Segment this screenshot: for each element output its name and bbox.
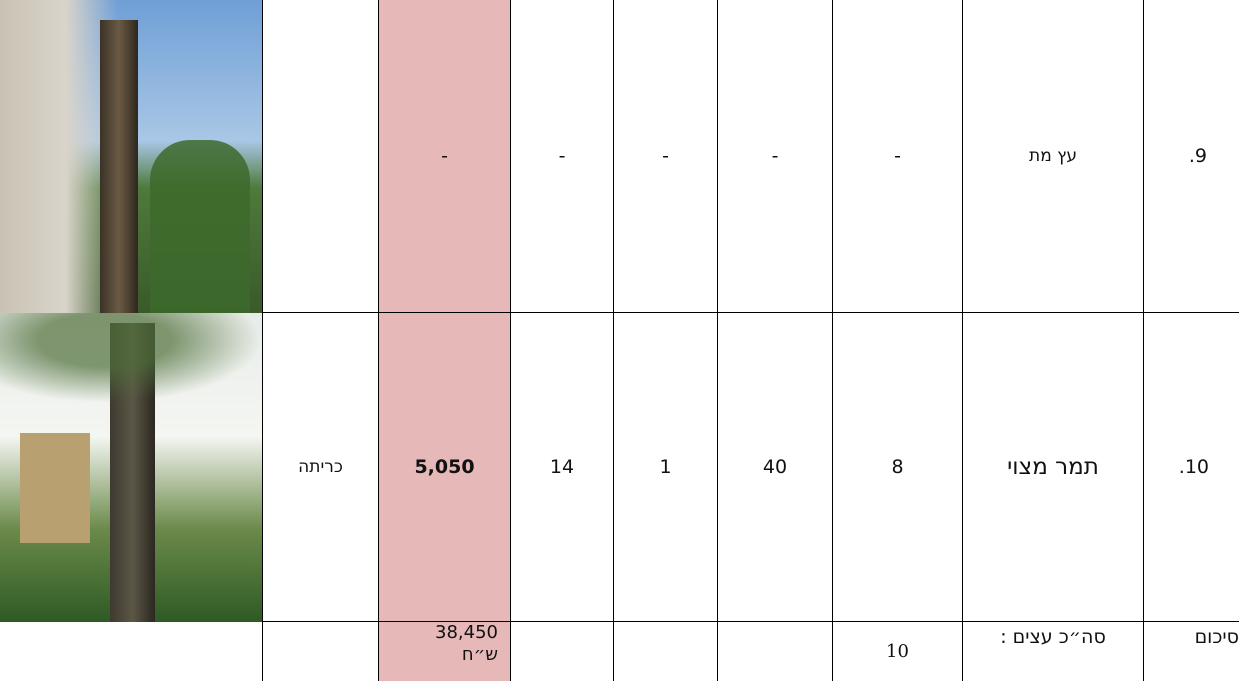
- cell: [613, 622, 717, 681]
- cell-text: סה״כ עצים :: [1000, 626, 1106, 648]
- cell-text: 40: [762, 456, 788, 478]
- cell: [510, 622, 613, 681]
- total-amount: 38,450: [435, 622, 498, 643]
- cell-text: 9.: [1188, 145, 1207, 167]
- cell: -: [613, 0, 717, 313]
- cell-text: -: [662, 145, 669, 167]
- cell: 40: [717, 313, 832, 622]
- cell-text: 5,050: [414, 456, 475, 478]
- cell-text: תמר מצוי: [1007, 454, 1099, 480]
- cell-text: -: [558, 145, 566, 167]
- number-cell: 9.: [1143, 0, 1239, 313]
- cell: 1: [613, 313, 717, 622]
- cell: -: [510, 0, 613, 313]
- cell: 14: [510, 313, 613, 622]
- cell-text: סיכום: [1194, 626, 1239, 648]
- cell: [0, 622, 262, 681]
- cell-text: -: [441, 145, 448, 167]
- cell-text: 1: [659, 456, 672, 478]
- total-cell: 38,450 ש״ח: [378, 622, 510, 681]
- number-cell: 10.: [1143, 313, 1239, 622]
- value-cell: 5,050: [378, 313, 510, 622]
- cell-text: 14: [549, 456, 575, 478]
- cell: 8: [832, 313, 962, 622]
- tree-photo: [0, 0, 262, 313]
- cell-text: 10: [886, 641, 909, 662]
- name-cell: תמר מצוי: [962, 313, 1143, 622]
- cell-text: -: [771, 145, 779, 167]
- cell: [262, 622, 378, 681]
- cell-text: 8: [891, 456, 904, 478]
- action-cell: [262, 0, 378, 313]
- name-cell: עץ מת: [962, 0, 1143, 313]
- cell-text: כריתה: [298, 457, 343, 477]
- count-label-cell: סה״כ עצים :: [962, 622, 1143, 681]
- action-cell: כריתה: [262, 313, 378, 622]
- cell: -: [717, 0, 832, 313]
- cell-text: -: [894, 145, 901, 167]
- cell-text: 10.: [1178, 456, 1209, 478]
- count-cell: 10: [832, 622, 962, 681]
- cell-text: עץ מת: [1029, 146, 1077, 166]
- cell: [717, 622, 832, 681]
- summary-label-cell: סיכום: [1143, 622, 1239, 681]
- tree-photo: [0, 313, 262, 622]
- value-cell: -: [378, 0, 510, 313]
- total-currency: ש״ח: [461, 644, 498, 665]
- cell: -: [832, 0, 962, 313]
